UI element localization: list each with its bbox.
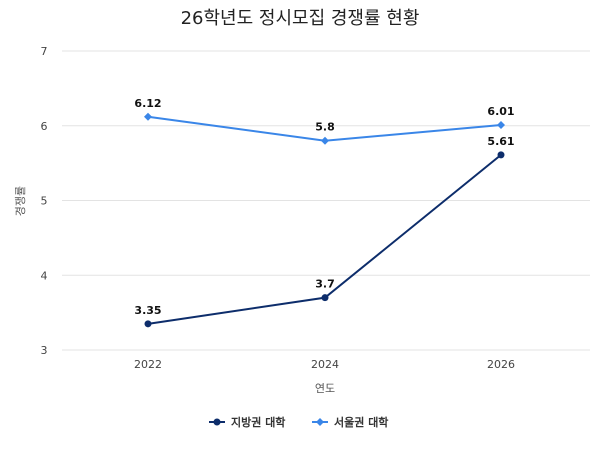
x-axis-label: 연도 — [315, 382, 335, 395]
data-label: 6.12 — [134, 97, 161, 110]
y-tick-label: 4 — [41, 269, 48, 282]
y-axis-label: 경쟁률 — [14, 186, 27, 216]
data-label: 3.35 — [134, 304, 161, 317]
y-tick-label: 7 — [41, 45, 48, 58]
x-tick-label: 2022 — [134, 358, 162, 371]
data-point — [321, 137, 329, 145]
legend-entry: 지방권 대학 — [231, 415, 285, 429]
y-axis-ticks: 3 4 5 6 7 — [41, 45, 48, 357]
data-label: 5.61 — [487, 135, 514, 148]
data-label: 3.7 — [315, 278, 335, 291]
legend-entry: 서울권 대학 — [334, 415, 388, 429]
data-label: 6.01 — [487, 105, 514, 118]
legend-marker — [214, 419, 221, 426]
y-tick-label: 5 — [41, 195, 48, 208]
data-point — [322, 294, 329, 301]
y-tick-label: 3 — [41, 344, 48, 357]
data-point — [145, 320, 152, 327]
legend: 지방권 대학 서울권 대학 — [209, 415, 388, 429]
series-lines — [144, 113, 505, 328]
chart-title: 26학년도 정시모집 경쟁률 현황 — [181, 8, 420, 29]
y-tick-label: 6 — [41, 120, 48, 133]
x-tick-label: 2026 — [487, 358, 515, 371]
data-point — [497, 121, 505, 129]
data-point — [498, 151, 505, 158]
data-point — [144, 113, 152, 121]
data-label: 5.8 — [315, 121, 335, 134]
x-tick-label: 2024 — [311, 358, 339, 371]
x-axis-ticks: 2022 2024 2026 — [134, 358, 515, 371]
legend-marker — [316, 418, 324, 426]
